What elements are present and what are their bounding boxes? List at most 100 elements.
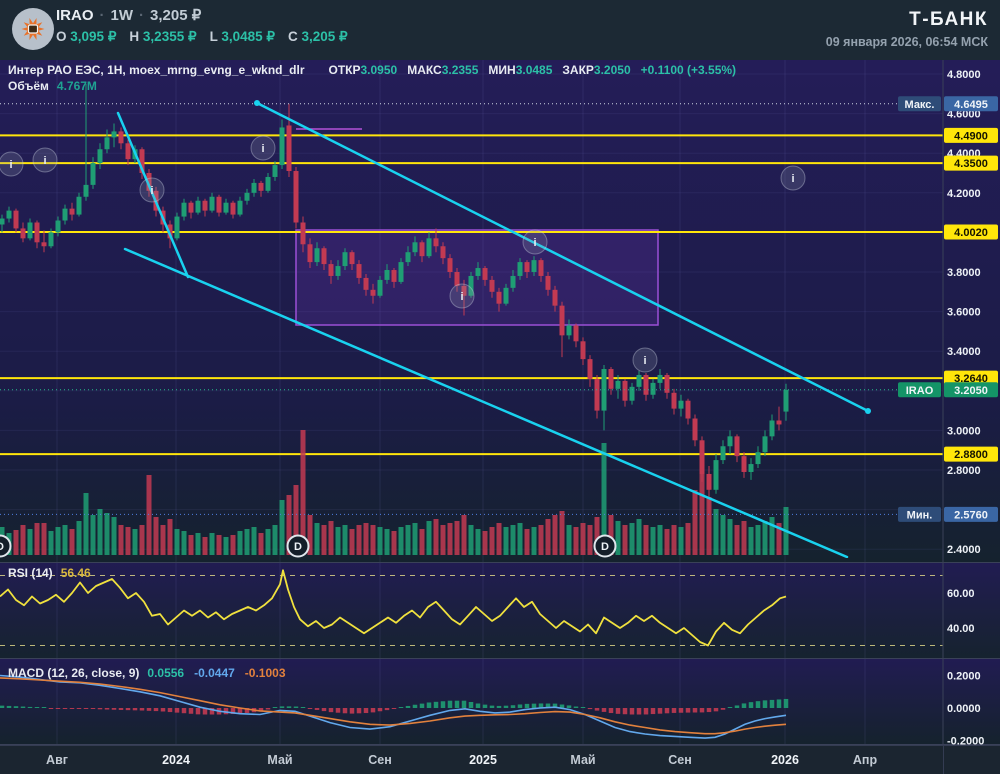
idea-marker-icon[interactable]: i <box>250 135 276 161</box>
ohlc-fields: ОТКР3.0950 МАКС3.2355 МИН3.0485 ЗАКР3.2050 <box>319 63 631 77</box>
macd-indicator-label[interactable]: MACD (12, 26, close, 9) 0.0556 -0.0447 -0.1… <box>8 666 286 680</box>
macd-pane-bg <box>0 659 1000 745</box>
irao-sunburst-icon <box>12 8 54 50</box>
volume-value: 4.767M <box>56 79 97 93</box>
svg-text:i: i <box>533 237 536 249</box>
min-price-badge <box>944 506 998 522</box>
svg-text:2.5760: 2.5760 <box>954 509 988 521</box>
svg-text:4.4900: 4.4900 <box>954 130 988 142</box>
datetime-label: 09 января 2026, 06:54 МСК <box>825 35 988 49</box>
axis-tick-label: 4.2000 <box>947 188 981 200</box>
macd-pane <box>0 674 789 739</box>
idea-marker-icon[interactable]: i <box>0 151 24 177</box>
level-price-badge <box>944 446 998 462</box>
level-price-badge <box>944 224 998 240</box>
rsi-pane-bg <box>0 563 1000 658</box>
svg-text:i: i <box>460 291 463 303</box>
trend-lines[interactable] <box>116 100 871 558</box>
level-price-badge <box>944 155 998 171</box>
ohlc-item: С 3,205 ₽ <box>287 29 348 44</box>
rsi-title: RSI (14) <box>8 566 53 580</box>
svg-text:IRAO: IRAO <box>906 385 934 397</box>
time-axis-label: 2026 <box>771 753 799 767</box>
macd-line <box>0 674 787 739</box>
macd-histogram <box>0 698 789 715</box>
idea-marker-icon[interactable]: i <box>32 147 58 173</box>
idea-marker-icon[interactable]: i <box>449 283 475 309</box>
idea-marker-icon[interactable]: i <box>522 229 548 255</box>
ohlc-item: L 3,0485 ₽ <box>209 29 275 44</box>
ohlc-item: О 3,095 ₽ <box>56 29 117 44</box>
time-axis-label: 2025 <box>469 753 497 767</box>
info-field: МИН3.0485 <box>488 63 553 77</box>
consolidation-box[interactable] <box>295 229 659 326</box>
svg-text:4.0020: 4.0020 <box>954 227 988 239</box>
axis-tick-label: 4.8000 <box>947 69 981 81</box>
svg-text:2.8800: 2.8800 <box>954 449 988 461</box>
chart-info-bar: Интер РАО ЕЭС, 1H, moex_mrng_evng_e_wknd… <box>8 62 736 94</box>
rsi-line <box>0 569 787 647</box>
svg-text:D: D <box>0 541 4 553</box>
time-axis-label: Сен <box>368 753 392 767</box>
time-axis-label: Сен <box>668 753 692 767</box>
time-axis-label: Авг <box>46 753 68 767</box>
svg-text:i: i <box>643 355 646 367</box>
axis-tick-label: 60.00 <box>947 588 975 600</box>
axis-corner-divider <box>943 746 944 774</box>
svg-text:i: i <box>9 159 12 171</box>
axis-tick-label: 3.4000 <box>947 346 981 358</box>
axis-tick-label: 40.00 <box>947 623 975 635</box>
time-axis[interactable]: Авг 2024 Май Сен 2025 Май Сен 2026 Апр <box>0 745 1000 774</box>
min-label-badge <box>898 506 941 522</box>
rsi-pane <box>0 569 943 647</box>
ohlc-row: О 3,095 ₽ Н 3,2355 ₽ L 3,0485 ₽ С 3,205 ₽ <box>56 29 361 45</box>
axis-tick-label: 2.8000 <box>947 465 981 477</box>
svg-text:i: i <box>261 143 264 155</box>
dividend-marker-icon[interactable]: D <box>0 534 12 558</box>
macd-signal-line <box>0 677 787 735</box>
axis-tick-label: 3.0000 <box>947 425 981 437</box>
symbol-name[interactable]: IRAO <box>56 7 94 24</box>
svg-text:i: i <box>43 155 46 167</box>
svg-text:i: i <box>791 173 794 185</box>
idea-marker-icon[interactable]: i <box>780 165 806 191</box>
last-price-badge <box>944 382 998 398</box>
time-axis-label: 2024 <box>162 753 190 767</box>
support-resistance-lines[interactable] <box>0 134 943 456</box>
idea-marker-icon[interactable]: i <box>139 177 165 203</box>
macd-title: MACD (12, 26, close, 9) <box>8 666 140 680</box>
level-price-badge <box>944 370 998 386</box>
time-axis-label: Май <box>570 753 596 767</box>
axis-tick-label: -0.2000 <box>947 736 984 746</box>
instrument-summary: IRAO · 1W · 3,205 ₽ О 3,095 ₽ Н 3,2355 ₽ L 3,0… <box>56 7 361 45</box>
price-chart-canvas[interactable]: iiiiiiiiDDD4.80004.60004.40004.20003.800… <box>0 60 1000 745</box>
price-axis[interactable]: 4.80004.60004.40004.20003.80003.60003.40… <box>898 69 998 745</box>
dividend-marker-icon[interactable]: D <box>286 534 310 558</box>
volume-label: Объём <box>8 79 49 93</box>
idea-marker-icon[interactable]: i <box>632 347 658 373</box>
macd-line-value: -0.0447 <box>194 666 235 680</box>
interval-label[interactable]: 1W <box>110 7 134 24</box>
svg-text:Мин.: Мин. <box>907 509 933 521</box>
max-price-badge <box>944 96 998 112</box>
svg-text:4.3500: 4.3500 <box>954 158 988 170</box>
rsi-indicator-label[interactable]: RSI (14) 56.46 <box>8 566 91 580</box>
separator-dot: · <box>139 7 144 24</box>
info-field: МАКС3.2355 <box>407 63 479 77</box>
max-label-badge <box>898 96 941 112</box>
last-price: 3,205 ₽ <box>150 7 202 24</box>
axis-tick-label: 0.2000 <box>947 671 981 683</box>
svg-text:4.6495: 4.6495 <box>954 99 988 111</box>
bank-wordmark: Т-БАНК <box>909 9 988 30</box>
axis-tick-label: 0.0000 <box>947 703 981 715</box>
macd-signal-value: -0.1003 <box>244 666 286 680</box>
svg-text:D: D <box>294 541 302 553</box>
instrument-logo[interactable] <box>12 8 54 50</box>
axis-tick-label: 3.8000 <box>947 267 981 279</box>
chart-title: Интер РАО ЕЭС, 1H, moex_mrng_evng_e_wknd… <box>8 63 305 77</box>
change-value: +0.1100 (+3.55%) <box>640 63 737 77</box>
axis-tick-label: 4.6000 <box>947 109 981 121</box>
svg-text:3.2050: 3.2050 <box>954 385 988 397</box>
svg-text:3.2640: 3.2640 <box>954 373 988 385</box>
dividend-marker-icon[interactable]: D <box>593 534 617 558</box>
